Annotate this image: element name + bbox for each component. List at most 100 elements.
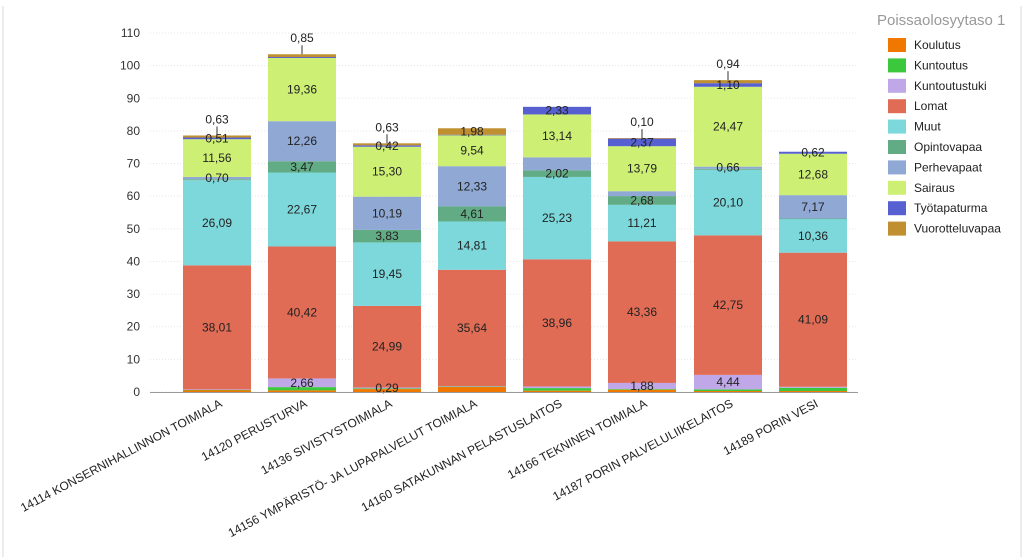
bar-segment-muut[interactable] xyxy=(523,176,591,260)
bar-segment-kuntoutus[interactable] xyxy=(353,388,421,390)
bar-segment-muut[interactable] xyxy=(438,221,506,270)
bar-segment-opintovapaa[interactable] xyxy=(353,229,421,243)
bar-segment-muut[interactable] xyxy=(779,218,847,253)
bar-segment-ty-tapaturma[interactable] xyxy=(694,83,762,87)
legend-item-label[interactable]: Perhevapaat xyxy=(914,160,983,174)
data-label: 13,79 xyxy=(627,162,657,176)
data-label: 2,68 xyxy=(630,193,654,207)
bar-segment-vuorotteluvapaa[interactable] xyxy=(183,135,251,138)
legend-item-label[interactable]: Vuorotteluvapaa xyxy=(914,222,1001,236)
bar-segment-kuntoutustuki[interactable] xyxy=(694,374,762,390)
bar-segment-kuntoutus[interactable] xyxy=(608,389,676,390)
legend-item-label[interactable]: Opintovapaa xyxy=(914,140,982,154)
bar-segment-ty-tapaturma[interactable] xyxy=(183,137,251,140)
bar-segment-koulutus[interactable] xyxy=(353,389,421,392)
bar-segment-lomat[interactable] xyxy=(523,259,591,387)
bar-segment-kuntoutustuki[interactable] xyxy=(353,387,421,389)
bar-segment-kuntoutus[interactable] xyxy=(523,388,591,391)
bar-segment-opintovapaa[interactable] xyxy=(183,179,251,181)
bar-segment-opintovapaa[interactable] xyxy=(523,170,591,177)
bar-segment-kuntoutustuki[interactable] xyxy=(183,389,251,390)
bar-segment-perhevapaat[interactable] xyxy=(608,191,676,197)
bar-segment-ty-tapaturma[interactable] xyxy=(608,138,676,147)
legend-item-label[interactable]: Työtapaturma xyxy=(914,201,988,215)
bar-segment-kuntoutustuki[interactable] xyxy=(608,382,676,390)
bar-segment-vuorotteluvapaa[interactable] xyxy=(353,143,421,146)
bar-segment-koulutus[interactable] xyxy=(183,390,251,392)
bar-segment-sairaus[interactable] xyxy=(183,139,251,177)
legend-item-label[interactable]: Koulutus xyxy=(914,38,961,52)
bar-segment-lomat[interactable] xyxy=(608,241,676,383)
bar-segment-perhevapaat[interactable] xyxy=(183,176,251,180)
bar-segment-sairaus[interactable] xyxy=(353,146,421,197)
bar-segment-sairaus[interactable] xyxy=(694,86,762,167)
legend-item-label[interactable]: Kuntoutustuki xyxy=(914,79,987,93)
bar-segment-muut[interactable] xyxy=(268,172,336,247)
legend-swatch[interactable] xyxy=(888,38,906,52)
bar-segment-vuorotteluvapaa[interactable] xyxy=(268,54,336,58)
bar-segment-kuntoutustuki[interactable] xyxy=(523,386,591,389)
bar-segment-sairaus[interactable] xyxy=(608,146,676,192)
legend-item-label[interactable]: Sairaus xyxy=(914,181,955,195)
bar-segment-opintovapaa[interactable] xyxy=(694,168,762,170)
bar-segment-opintovapaa[interactable] xyxy=(608,196,676,205)
bar-segment-ty-tapaturma[interactable] xyxy=(353,145,421,147)
bar-segment-lomat[interactable] xyxy=(694,235,762,375)
bar-segment-kuntoutus[interactable] xyxy=(438,386,506,388)
bar-segment-kuntoutustuki[interactable] xyxy=(779,386,847,388)
bar-segment-kuntoutustuki[interactable] xyxy=(268,378,336,388)
bar-segment-ty-tapaturma[interactable] xyxy=(438,134,506,136)
bar-segment-perhevapaat[interactable] xyxy=(268,121,336,162)
legend-swatch[interactable] xyxy=(888,119,906,134)
legend-swatch[interactable] xyxy=(888,99,906,114)
bar-segment-lomat[interactable] xyxy=(268,246,336,379)
bar-segment-koulutus[interactable] xyxy=(694,391,762,392)
bar-segment-muut[interactable] xyxy=(694,169,762,236)
bar-segment-ty-tapaturma[interactable] xyxy=(268,57,336,58)
bar-segment-vuorotteluvapaa[interactable] xyxy=(608,138,676,139)
bar-segment-lomat[interactable] xyxy=(438,269,506,387)
bar-segment-kuntoutus[interactable] xyxy=(779,387,847,392)
legend-swatch[interactable] xyxy=(888,78,906,93)
bar-segment-sairaus[interactable] xyxy=(268,57,336,122)
legend-swatch[interactable] xyxy=(888,160,906,175)
legend-swatch[interactable] xyxy=(888,201,906,216)
bar-segment-perhevapaat[interactable] xyxy=(523,157,591,171)
bar-segment-kuntoutus[interactable] xyxy=(183,389,251,391)
bar-segment-koulutus[interactable] xyxy=(779,391,847,392)
bar-segment-kuntoutus[interactable] xyxy=(268,387,336,391)
bar-segment-vuorotteluvapaa[interactable] xyxy=(438,128,506,135)
bar-segment-ty-tapaturma[interactable] xyxy=(523,106,591,115)
bar-segment-koulutus[interactable] xyxy=(608,389,676,392)
bar-segment-sairaus[interactable] xyxy=(523,114,591,158)
bar-segment-sairaus[interactable] xyxy=(438,135,506,167)
legend-swatch[interactable] xyxy=(888,140,906,154)
bar-segment-perhevapaat[interactable] xyxy=(694,166,762,169)
bar-segment-muut[interactable] xyxy=(183,180,251,266)
bar-segment-ty-tapaturma[interactable] xyxy=(779,151,847,154)
bar-segment-kuntoutus[interactable] xyxy=(694,389,762,392)
bar-segment-perhevapaat[interactable] xyxy=(779,195,847,219)
bar-segment-sairaus[interactable] xyxy=(779,153,847,196)
bar-segment-opintovapaa[interactable] xyxy=(779,218,847,220)
legend-item-label[interactable]: Kuntoutus xyxy=(914,58,968,72)
bar-segment-lomat[interactable] xyxy=(779,252,847,387)
legend-swatch[interactable] xyxy=(888,58,906,73)
bar-segment-vuorotteluvapaa[interactable] xyxy=(694,80,762,84)
legend-item-label[interactable]: Lomat xyxy=(914,99,948,113)
bar-segment-lomat[interactable] xyxy=(183,265,251,390)
legend-swatch[interactable] xyxy=(888,180,906,195)
bar-segment-koulutus[interactable] xyxy=(268,390,336,392)
bar-segment-opintovapaa[interactable] xyxy=(438,206,506,222)
bar-segment-muut[interactable] xyxy=(353,242,421,306)
bar-segment-koulutus[interactable] xyxy=(438,386,506,392)
bar-segment-lomat[interactable] xyxy=(353,305,421,388)
bar-segment-perhevapaat[interactable] xyxy=(438,166,506,207)
bar-segment-opintovapaa[interactable] xyxy=(268,161,336,173)
bar-segment-koulutus[interactable] xyxy=(523,390,591,392)
bar-segment-muut[interactable] xyxy=(608,204,676,242)
legend-swatch[interactable] xyxy=(888,221,906,236)
bar-segment-perhevapaat[interactable] xyxy=(353,196,421,230)
legend-item-label[interactable]: Muut xyxy=(914,120,941,134)
bar-segment-kuntoutustuki[interactable] xyxy=(438,386,506,387)
